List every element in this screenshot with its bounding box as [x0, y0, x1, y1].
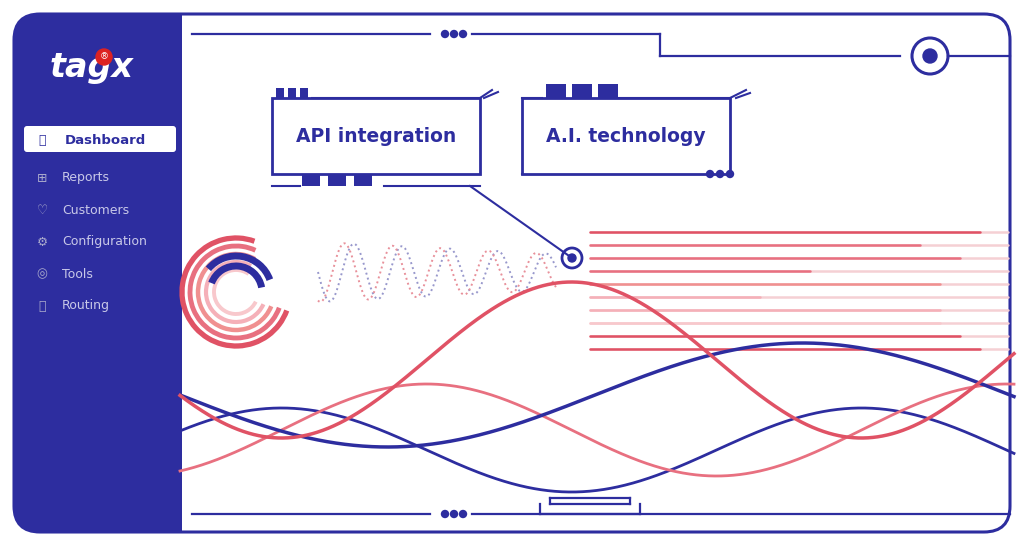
Text: Routing: Routing: [62, 300, 110, 312]
Text: ®: ®: [99, 52, 109, 62]
FancyBboxPatch shape: [572, 84, 592, 98]
Circle shape: [460, 511, 467, 518]
Text: 👤: 👤: [38, 134, 46, 146]
FancyBboxPatch shape: [24, 126, 176, 152]
FancyBboxPatch shape: [14, 14, 1010, 532]
FancyBboxPatch shape: [14, 14, 182, 532]
Circle shape: [707, 170, 714, 177]
FancyBboxPatch shape: [328, 174, 346, 186]
Circle shape: [726, 170, 733, 177]
Circle shape: [441, 31, 449, 38]
FancyBboxPatch shape: [302, 174, 319, 186]
FancyBboxPatch shape: [288, 88, 296, 98]
FancyBboxPatch shape: [155, 14, 182, 532]
Text: ♡: ♡: [37, 204, 48, 217]
FancyBboxPatch shape: [354, 174, 372, 186]
FancyBboxPatch shape: [272, 98, 480, 174]
Text: ⚙: ⚙: [37, 235, 48, 248]
Circle shape: [923, 49, 937, 63]
FancyBboxPatch shape: [276, 88, 284, 98]
Circle shape: [96, 49, 112, 65]
Circle shape: [451, 511, 458, 518]
Circle shape: [568, 254, 575, 262]
Text: ◎: ◎: [37, 268, 47, 281]
Text: A.I. technology: A.I. technology: [546, 127, 706, 145]
FancyBboxPatch shape: [598, 84, 618, 98]
Text: tagx: tagx: [50, 51, 134, 85]
Circle shape: [460, 31, 467, 38]
Circle shape: [441, 511, 449, 518]
Circle shape: [717, 170, 724, 177]
Text: Configuration: Configuration: [62, 235, 146, 248]
Text: Dashboard: Dashboard: [65, 134, 146, 146]
FancyBboxPatch shape: [546, 84, 566, 98]
Circle shape: [451, 31, 458, 38]
Text: Customers: Customers: [62, 204, 129, 217]
Text: API integration: API integration: [296, 127, 456, 145]
Text: Tools: Tools: [62, 268, 93, 281]
Text: Reports: Reports: [62, 171, 110, 185]
FancyBboxPatch shape: [300, 88, 308, 98]
Text: ⊞: ⊞: [37, 171, 47, 185]
FancyBboxPatch shape: [522, 98, 730, 174]
Text: ⌕: ⌕: [38, 300, 46, 312]
